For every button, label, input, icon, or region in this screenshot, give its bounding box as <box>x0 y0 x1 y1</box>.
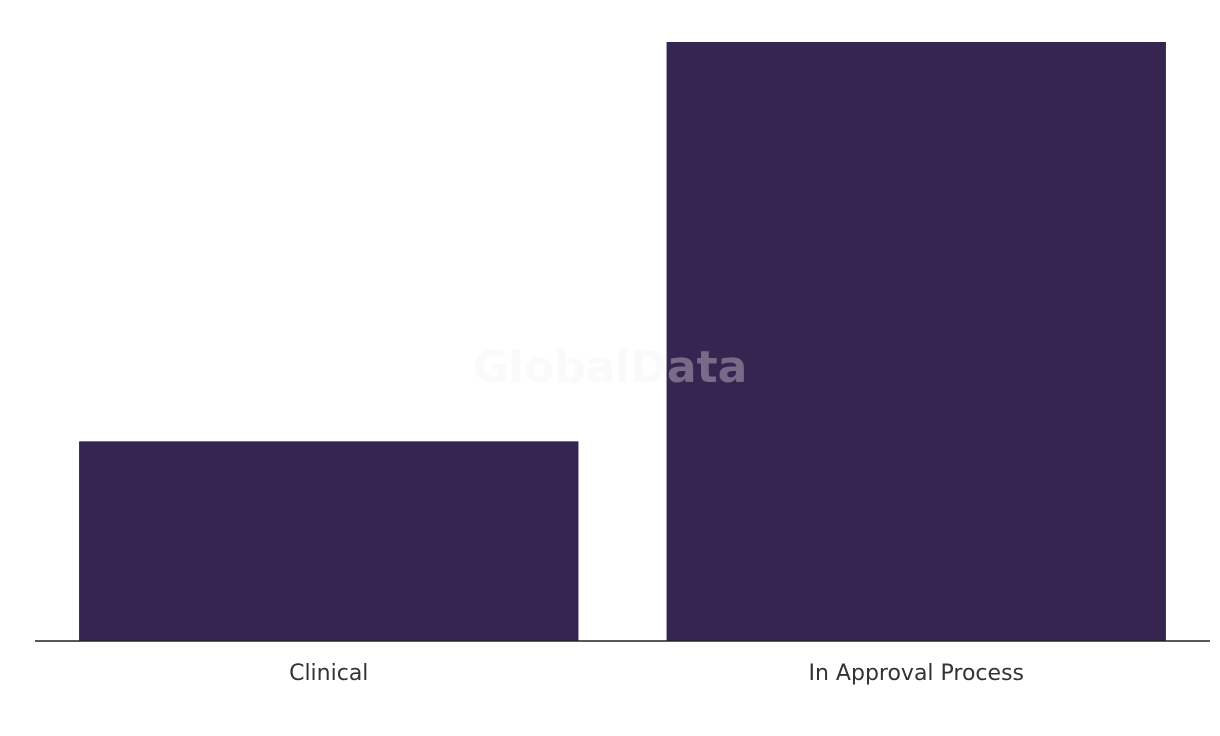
x-tick-label: Clinical <box>289 661 368 686</box>
bar <box>666 42 1166 641</box>
watermark: GlobalData <box>473 342 748 393</box>
x-tick-label: In Approval Process <box>809 661 1025 686</box>
bar <box>79 441 579 641</box>
